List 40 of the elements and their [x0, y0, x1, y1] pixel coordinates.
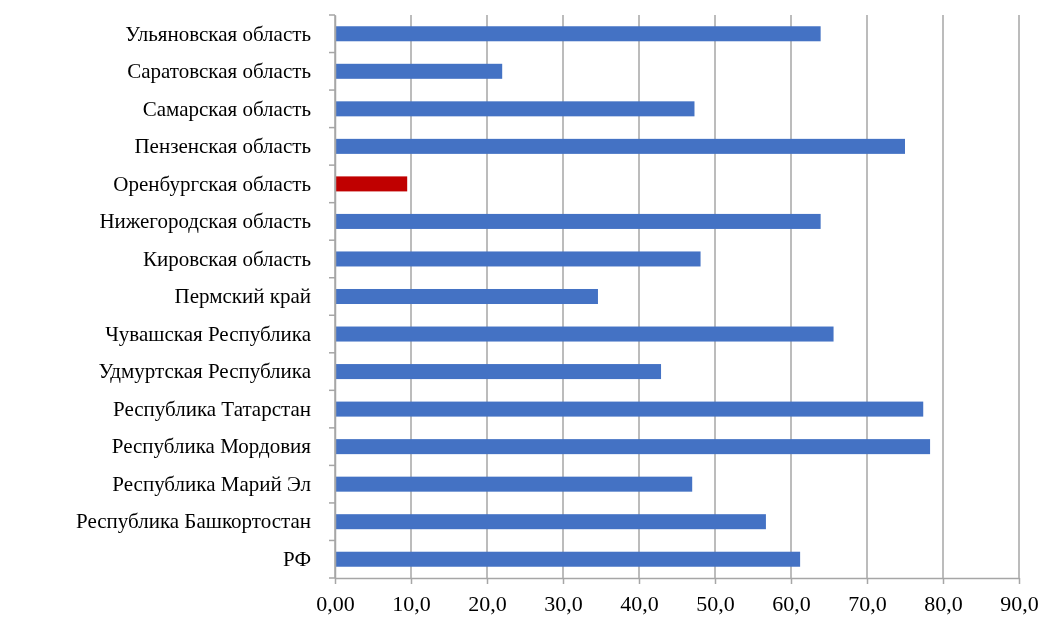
y-tick-label: Республика Башкортостан [75, 509, 311, 534]
x-tick-label: 20,0 [468, 591, 507, 617]
y-tick-label: Удмуртская Республика [98, 359, 312, 384]
bar [335, 26, 821, 42]
bar [335, 213, 821, 229]
y-tick-label: Республика Марий Эл [112, 471, 311, 496]
y-tick-label: Нижегородская область [99, 209, 311, 234]
y-tick-label: Пермский край [174, 284, 311, 309]
bar [335, 364, 662, 380]
bar [335, 326, 834, 342]
bar [335, 288, 598, 305]
y-tick-label: Республика Татарстан [112, 396, 311, 421]
y-tick-label: Саратовская область [127, 59, 311, 84]
bar [335, 101, 695, 117]
x-tick-label: 90,0 [1000, 591, 1039, 617]
bar [335, 551, 801, 567]
x-tick-label: 30,0 [544, 591, 583, 617]
bar [335, 251, 701, 267]
y-tick-label: Самарская область [142, 96, 311, 121]
x-tick-label: 60,0 [772, 591, 811, 617]
y-tick-label: Пензенская область [134, 134, 311, 159]
x-tick-label: 80,0 [924, 591, 963, 617]
y-tick-label: Оренбургская область [113, 171, 311, 196]
x-tick-label: 70,0 [848, 591, 887, 617]
y-tick-label: РФ [283, 546, 311, 571]
x-tick-label: 40,0 [620, 591, 659, 617]
bar [335, 439, 931, 455]
y-tick-label: Ульяновская область [125, 21, 311, 46]
y-tick-label: Республика Мордовия [111, 434, 312, 459]
bar [335, 176, 408, 192]
bar [335, 138, 905, 154]
y-tick-label: Чувашская Республика [105, 321, 312, 346]
x-tick-label: 10,0 [392, 591, 431, 617]
bar [335, 63, 503, 79]
x-tick-label: 0,00 [316, 591, 355, 617]
bar [335, 514, 766, 530]
bar [335, 401, 924, 417]
bar [335, 476, 693, 492]
y-tick-label: Кировская область [142, 246, 311, 271]
x-tick-label: 50,0 [696, 591, 735, 617]
